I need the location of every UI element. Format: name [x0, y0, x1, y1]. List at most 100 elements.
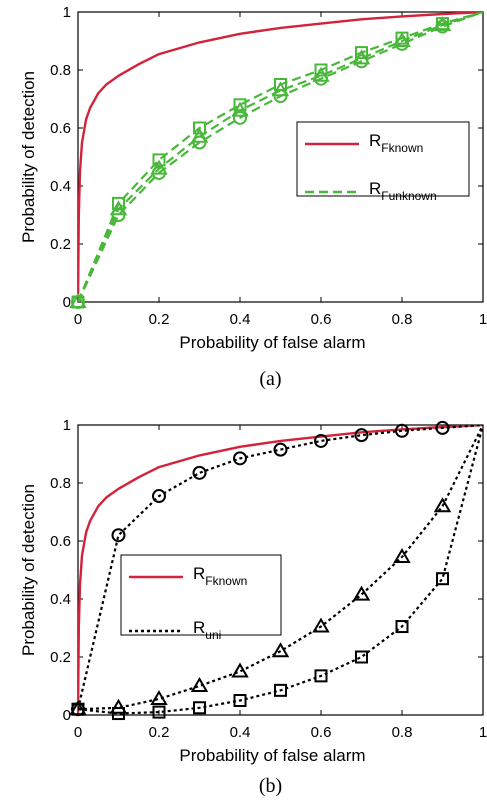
chart-panel-a: 0 0.2 0.4 0.6 0.8 1 0 0.2 0.4 0.6 0.8 1 Probability … — [19, 4, 487, 390]
data-point-circle — [314, 71, 328, 86]
data-point-circle — [152, 165, 166, 180]
y-tick-label: 1 — [63, 417, 71, 434]
data-point-square — [233, 694, 247, 707]
y-axis-label: Probability of detection — [19, 484, 38, 656]
data-point-square — [355, 650, 368, 664]
legend-label-main: R — [369, 131, 381, 150]
data-point-circle — [395, 36, 409, 51]
data-point-triangle — [231, 662, 249, 678]
y-tick-label: 0.8 — [50, 62, 71, 79]
data-point-circle — [111, 528, 126, 543]
x-tick-label: 0 — [74, 311, 82, 328]
chart-panel-b: 0 0.2 0.4 0.6 0.8 1 0 0.2 0.4 0.6 0.8 1 Probability … — [19, 417, 487, 797]
panel-caption: (a) — [259, 368, 281, 390]
data-point-circle — [435, 19, 450, 34]
series-line — [78, 12, 483, 302]
y-tick-label: 0 — [63, 707, 71, 724]
x-tick-label: 0 — [74, 724, 82, 741]
data-point-square — [314, 63, 328, 77]
data-point-triangle — [150, 690, 168, 706]
data-point-triangle — [109, 698, 128, 714]
data-point-square — [355, 46, 368, 60]
data-point-triangle — [190, 677, 209, 692]
y-tick-label: 0.8 — [50, 475, 71, 492]
y-tick-label: 0.4 — [50, 178, 71, 195]
data-point-circle — [273, 89, 288, 104]
x-axis-label: Probability of false alarm — [179, 333, 365, 352]
x-tick-label: 0.4 — [230, 311, 251, 328]
x-tick-label: 0.2 — [149, 724, 170, 741]
y-tick-label: 0.6 — [50, 120, 71, 137]
legend-label: RFunknown — [369, 179, 437, 203]
data-point-circle — [192, 135, 207, 150]
x-tick-label: 1 — [479, 724, 487, 741]
legend-label-main: R — [193, 618, 205, 637]
data-point-triangle — [352, 585, 371, 601]
x-axis-label: Probability of false alarm — [179, 746, 365, 765]
data-point-triangle — [109, 200, 128, 216]
data-point-square — [395, 620, 409, 634]
data-point-square — [193, 121, 206, 135]
series-line — [78, 12, 483, 302]
series-line — [78, 425, 483, 715]
data-point-triangle — [231, 101, 249, 117]
x-tick-label: 0.4 — [230, 724, 251, 741]
data-point-triangle — [271, 642, 290, 658]
panel-caption: (b) — [259, 775, 282, 797]
data-point-circle — [233, 451, 247, 466]
data-point-circle — [192, 465, 207, 480]
data-point-triangle — [312, 617, 330, 633]
data-point-circle — [354, 428, 369, 443]
data-point-triangle — [190, 127, 209, 143]
legend-label: RFknown — [193, 564, 247, 588]
legend-label-main: R — [193, 564, 205, 583]
series-line — [78, 425, 483, 710]
data-point-square — [314, 669, 328, 683]
x-tick-label: 0.8 — [392, 311, 413, 328]
data-point-triangle — [433, 497, 452, 513]
data-point-circle — [71, 295, 85, 309]
x-tick-label: 0.6 — [311, 724, 332, 741]
legend-label-sub: Fknown — [381, 141, 423, 155]
data-point-circle — [111, 208, 126, 222]
legend-label: Runi — [193, 618, 221, 642]
y-tick-label: 0 — [63, 294, 71, 311]
data-point-square — [112, 707, 125, 721]
y-tick-label: 1 — [63, 4, 71, 21]
data-point-triangle — [433, 16, 452, 32]
legend-label-sub: Funknown — [381, 189, 436, 203]
series-line — [78, 425, 483, 711]
y-tick-label: 0.6 — [50, 533, 71, 550]
x-tick-label: 0.2 — [149, 311, 170, 328]
data-point-square — [152, 153, 166, 167]
data-point-square — [152, 705, 166, 719]
data-point-circle — [314, 433, 328, 448]
data-point-square — [274, 683, 287, 697]
data-point-triangle — [393, 547, 411, 563]
data-point-square — [436, 572, 449, 586]
y-tick-label: 0.4 — [50, 591, 71, 608]
series-line — [78, 425, 483, 715]
series-line — [78, 12, 483, 302]
legend-box — [296, 121, 470, 197]
data-point-circle — [354, 54, 369, 69]
data-point-circle — [395, 423, 409, 438]
y-axis-label: Probability of detection — [19, 71, 38, 243]
legend-label: RFknown — [369, 131, 423, 155]
legend-label-sub: uni — [205, 628, 221, 642]
data-point-circle — [233, 110, 247, 125]
x-tick-label: 1 — [479, 311, 487, 328]
y-tick-label: 0.2 — [50, 236, 71, 253]
data-point-circle — [152, 489, 166, 504]
data-point-square — [71, 702, 85, 716]
legend-label-main: R — [369, 179, 381, 198]
legend-label-sub: Fknown — [205, 574, 247, 588]
legend-box — [120, 554, 282, 636]
data-point-circle — [435, 420, 450, 435]
x-tick-label: 0.8 — [392, 724, 413, 741]
data-point-circle — [273, 442, 288, 457]
x-tick-label: 0.6 — [311, 311, 332, 328]
data-point-square — [193, 701, 206, 715]
y-tick-label: 0.2 — [50, 649, 71, 666]
